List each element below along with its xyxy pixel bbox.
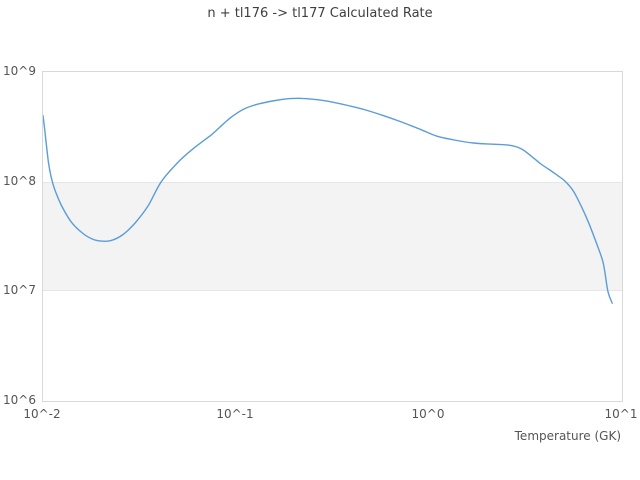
plot-area	[42, 71, 623, 402]
y-tick-label: 10^8	[3, 173, 36, 188]
y-tick-label: 10^7	[3, 283, 36, 298]
y-tick-label: 10^9	[3, 64, 36, 78]
rate-curve	[43, 97, 613, 304]
y-tick-label: 10^6	[3, 393, 36, 407]
x-tick-label: 10^-1	[216, 407, 254, 421]
log-decade-band	[43, 181, 622, 292]
chart-title: n + tl176 -> tl177 Calculated Rate	[207, 6, 433, 21]
x-tick-label: 10^0	[411, 407, 445, 421]
x-tick-label: 10^-2	[23, 407, 61, 421]
x-axis-title: Temperature (GK)	[514, 429, 621, 443]
x-tick-label: 10^1	[604, 407, 638, 421]
rate-curve-line	[43, 97, 613, 304]
